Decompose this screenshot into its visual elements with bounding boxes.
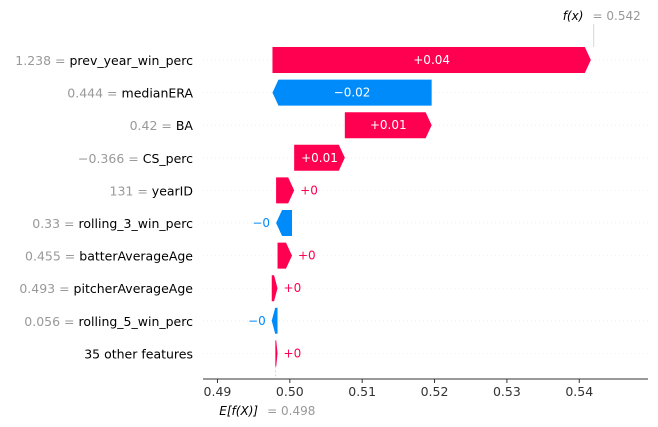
contribution-label: −0 <box>252 216 270 230</box>
x-tick-label: 0.49 <box>204 384 232 399</box>
base-value-annotation: E[f(X)] = 0.498 <box>219 400 315 419</box>
feature-value: 0.455 = <box>25 248 79 263</box>
contribution-bar <box>275 340 278 367</box>
contribution-label: −0 <box>248 314 266 328</box>
feature-value: 131 = <box>110 183 152 198</box>
feature-labels: 1.238 = prev_year_win_perc 0.444 = median… <box>15 53 193 361</box>
contribution-label: −0.02 <box>334 86 371 100</box>
feature-name: 35 other features <box>84 346 193 361</box>
feature-value: −0.366 = <box>78 150 143 165</box>
feature-value: 1.238 = <box>15 53 69 68</box>
contribution-label: +0 <box>284 281 302 295</box>
output-label: f(x) <box>563 9 584 23</box>
feature-label: 0.455 = batterAverageAge <box>25 248 193 263</box>
feature-label: 0.056 = rolling_5_win_perc <box>24 313 193 328</box>
feature-label: −0.366 = CS_perc <box>78 150 193 165</box>
feature-name: medianERA <box>122 85 194 100</box>
contribution-label: +0 <box>300 183 318 197</box>
contribution-bar <box>276 210 292 236</box>
contribution-label: +0.01 <box>370 118 407 132</box>
feature-label: 0.493 = pitcherAverageAge <box>19 281 193 296</box>
feature-name: BA <box>176 118 194 133</box>
contribution-bar <box>277 242 292 269</box>
contribution-bar <box>276 177 295 204</box>
x-tick-label: 0.53 <box>493 384 521 399</box>
base-value-text: = 0.498 <box>267 404 315 418</box>
contribution-label: +0.04 <box>413 53 450 67</box>
contribution-label: +0 <box>298 249 316 263</box>
x-tick-label: 0.52 <box>421 384 449 399</box>
feature-label: 131 = yearID <box>110 183 193 198</box>
contribution-label: +0.01 <box>301 151 338 165</box>
contribution-bar <box>272 79 432 106</box>
output-value-annotation: f(x) = 0.542 <box>563 5 641 24</box>
x-tick-label: 0.50 <box>276 384 304 399</box>
base-label: E[f(X)] <box>219 404 258 418</box>
feature-value: 0.444 = <box>67 85 121 100</box>
x-axis: 0.49 0.50 0.51 0.52 0.53 0.54 <box>203 378 648 399</box>
feature-label: 0.444 = medianERA <box>67 85 193 100</box>
contribution-bar <box>294 144 345 171</box>
x-tick-label: 0.51 <box>348 384 376 399</box>
feature-name: rolling_5_win_perc <box>79 313 194 328</box>
feature-name: yearID <box>152 183 193 198</box>
feature-name: prev_year_win_perc <box>69 53 193 68</box>
x-tick-label: 0.54 <box>565 384 593 399</box>
feature-label: 0.33 = rolling_3_win_perc <box>32 216 193 231</box>
contribution-bar <box>271 275 278 302</box>
feature-label: 0.42 = BA <box>130 118 194 133</box>
feature-value: 0.493 = <box>19 281 73 296</box>
contribution-label: +0 <box>284 346 302 360</box>
contribution-bar <box>272 47 591 73</box>
contribution-bar <box>271 307 278 334</box>
contribution-bars: +0.04 −0.02 +0.01 +0.01 +0 −0 +0 +0 −0 +0 <box>248 47 591 367</box>
feature-label: 1.238 = prev_year_win_perc <box>15 53 193 68</box>
feature-label: 35 other features <box>84 346 193 361</box>
feature-name: rolling_3_win_perc <box>79 216 194 231</box>
output-value-text: = 0.542 <box>593 9 641 23</box>
feature-name: batterAverageAge <box>79 248 193 263</box>
feature-name: pitcherAverageAge <box>74 281 194 296</box>
feature-name: CS_perc <box>143 150 193 165</box>
feature-value: 0.056 = <box>24 313 78 328</box>
feature-value: 0.42 = <box>130 118 176 133</box>
feature-value: 0.33 = <box>32 216 78 231</box>
contribution-bar <box>344 112 432 139</box>
